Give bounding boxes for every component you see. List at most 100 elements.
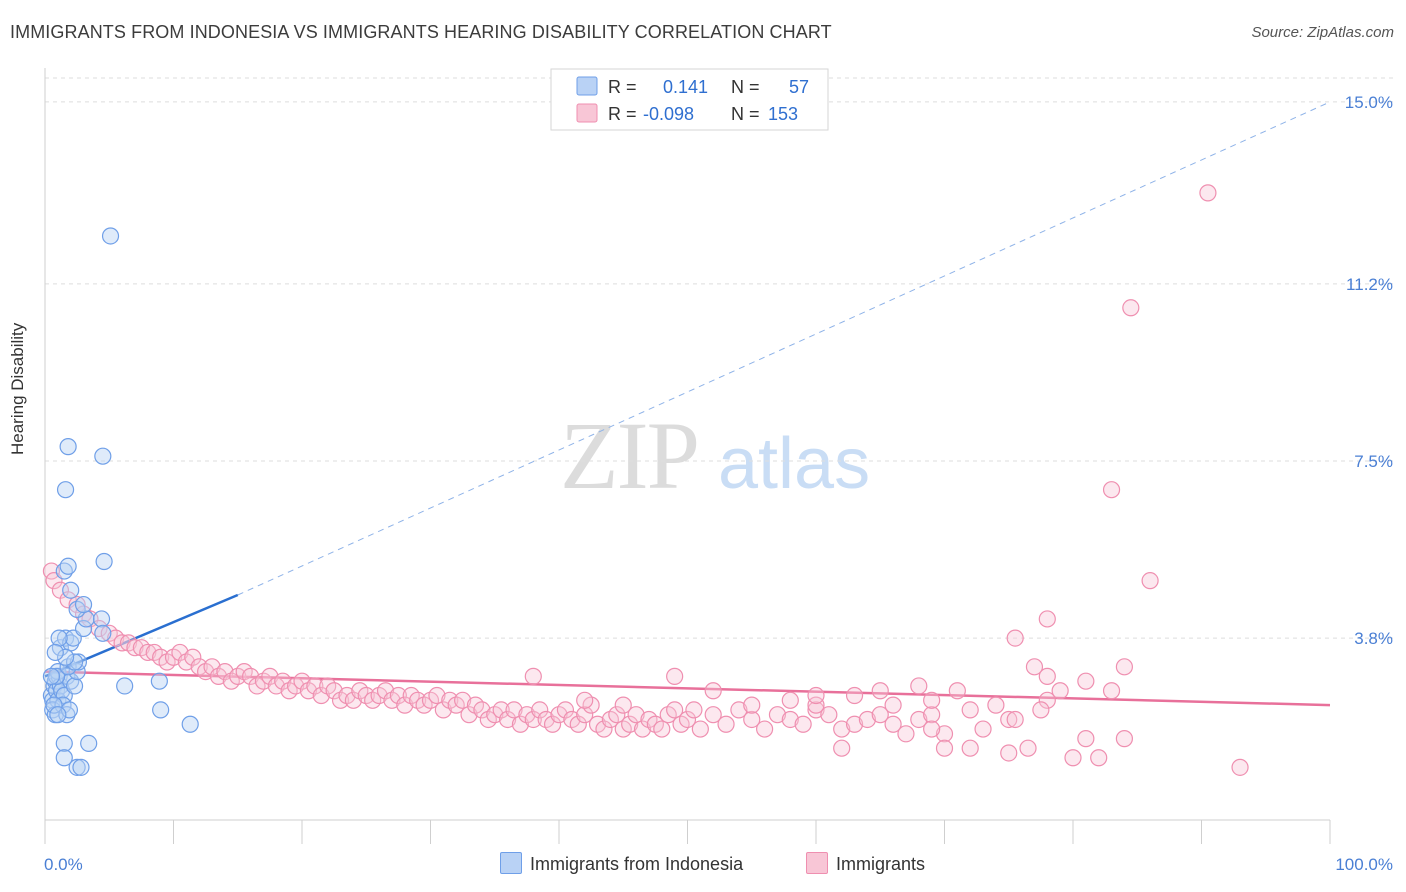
point-immigrants	[923, 720, 941, 738]
point-immigrants	[923, 691, 941, 709]
point-immigrants	[768, 706, 787, 724]
point-immigrants	[524, 710, 542, 729]
point-indonesia	[94, 447, 112, 465]
point-immigrants	[42, 562, 61, 580]
point-immigrants	[743, 696, 761, 714]
point-immigrants	[987, 696, 1005, 714]
point-indonesia	[116, 677, 134, 695]
point-indonesia	[152, 701, 170, 719]
point-indonesia	[50, 629, 68, 647]
point-immigrants	[974, 720, 992, 738]
point-immigrants	[935, 739, 954, 757]
point-immigrants	[781, 710, 799, 729]
point-immigrants	[871, 682, 889, 700]
point-immigrants	[871, 706, 889, 724]
point-indonesia	[65, 653, 84, 671]
point-immigrants	[1038, 691, 1056, 709]
point-indonesia	[181, 715, 199, 733]
point-indonesia	[49, 706, 67, 724]
point-immigrants	[556, 701, 575, 719]
point-indonesia	[58, 706, 76, 724]
point-immigrants	[961, 701, 979, 719]
point-immigrants	[511, 715, 530, 733]
point-immigrants	[505, 701, 523, 719]
point-indonesia	[101, 227, 120, 245]
point-immigrants	[730, 701, 748, 719]
point-indonesia	[42, 667, 61, 685]
point-immigrants	[1115, 730, 1134, 748]
legend-n-label: N =	[731, 77, 760, 97]
point-immigrants	[923, 706, 941, 724]
point-immigrants	[543, 715, 562, 733]
point-indonesia	[74, 595, 93, 614]
point-indonesia	[95, 552, 113, 571]
bottom-legend-label: Immigrants	[836, 854, 926, 874]
point-immigrants	[261, 667, 279, 685]
point-immigrants	[666, 667, 684, 685]
point-immigrants	[293, 672, 311, 690]
bottom-legend-item-indonesia[interactable]: Immigrants from Indonesia	[500, 852, 743, 875]
trend-line-immigrants	[44, 670, 1331, 707]
point-indonesia	[150, 672, 168, 690]
point-immigrants	[595, 720, 613, 738]
legend-n-label: N =	[731, 104, 760, 124]
bottom-legend-item-immigrants[interactable]: Immigrants	[806, 852, 925, 875]
bottom-legend-label: Immigrants from Indonesia	[530, 854, 744, 874]
point-immigrants	[216, 662, 234, 681]
legend-swatch-icon	[500, 852, 522, 874]
point-indonesia	[69, 653, 88, 671]
point-immigrants	[569, 715, 587, 733]
point-immigrants	[113, 634, 131, 652]
point-immigrants	[1122, 299, 1140, 317]
watermark-atlas: atlas	[718, 424, 870, 504]
legend-r-value: 0.141	[663, 77, 708, 97]
legend-n-value: 57	[789, 77, 809, 97]
point-indonesia	[55, 734, 73, 753]
point-indonesia	[74, 619, 93, 638]
point-immigrants	[454, 691, 472, 709]
point-immigrants	[1102, 682, 1121, 700]
point-immigrants	[344, 691, 362, 709]
point-immigrants	[884, 696, 902, 714]
legend-swatch-pink	[576, 103, 598, 123]
point-immigrants	[499, 710, 517, 729]
point-immigrants	[884, 715, 902, 733]
point-immigrants	[184, 648, 202, 666]
point-indonesia	[47, 667, 66, 685]
point-indonesia	[59, 557, 77, 575]
point-immigrants	[717, 715, 735, 733]
trend-line-indonesia	[44, 593, 239, 678]
point-immigrants	[139, 643, 157, 662]
point-immigrants	[376, 682, 395, 700]
point-immigrants	[576, 706, 594, 724]
point-indonesia	[59, 438, 77, 456]
point-immigrants	[325, 682, 343, 700]
point-immigrants	[833, 739, 851, 757]
point-immigrants	[1038, 667, 1056, 685]
point-immigrants	[434, 701, 452, 719]
point-immigrants	[685, 701, 703, 719]
point-immigrants	[897, 725, 915, 743]
point-immigrants	[1032, 701, 1050, 719]
point-immigrants	[306, 677, 324, 695]
y-tick-label: 3.8%	[1354, 629, 1393, 648]
point-immigrants	[492, 701, 510, 719]
point-immigrants	[1006, 710, 1024, 729]
point-immigrants	[1064, 749, 1082, 767]
legend-r-value: -0.098	[643, 104, 694, 124]
legend-r-label: R =	[608, 77, 637, 97]
point-immigrants	[203, 658, 221, 676]
point-immigrants	[171, 643, 189, 662]
point-immigrants	[845, 715, 864, 733]
point-immigrants	[621, 715, 639, 733]
point-immigrants	[627, 706, 645, 724]
point-indonesia	[55, 749, 73, 767]
point-immigrants	[961, 739, 979, 757]
point-immigrants	[1102, 481, 1121, 499]
legend-r-label: R =	[608, 104, 637, 124]
point-immigrants	[576, 691, 594, 709]
y-tick-label: 11.2%	[1346, 275, 1393, 294]
point-immigrants	[614, 696, 632, 714]
point-immigrants	[1077, 672, 1095, 690]
point-immigrants	[1019, 739, 1037, 757]
